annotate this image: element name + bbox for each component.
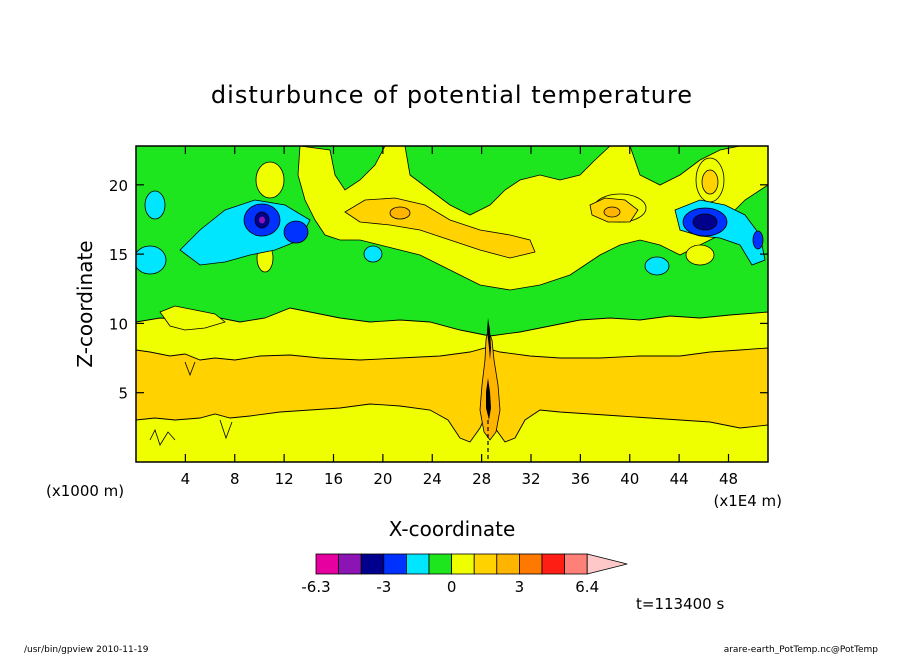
- blob-cyan-left-3: [144, 190, 166, 220]
- footer-left: /usr/bin/gpview 2010-11-19: [24, 645, 149, 654]
- colorbar-swatch: [564, 553, 588, 575]
- colorbar-tick-label: -6.3: [301, 578, 330, 596]
- blob-orange-top: [701, 169, 719, 195]
- y-tick-label: 15: [109, 246, 128, 264]
- x-tick-label: 24: [423, 470, 442, 488]
- blob-purple-left: [259, 216, 265, 224]
- colorbar-ticks: -6.3 -3 0 3 6.4: [301, 578, 599, 596]
- blob-cyan-mid: [363, 245, 383, 263]
- colorbar-swatch: [405, 553, 430, 575]
- colorbar-tick-label: 6.4: [575, 578, 599, 596]
- colorbar-tick-label: 0: [447, 578, 457, 596]
- blob-yellow-4: [685, 244, 715, 266]
- plume-outer: [479, 328, 501, 441]
- x-tick-label: 32: [521, 470, 540, 488]
- x-tick-label: 28: [472, 470, 491, 488]
- colorbar-swatch: [451, 553, 475, 575]
- colorbar: [315, 553, 628, 575]
- colorbar-swatch: [428, 553, 453, 575]
- x-tick-label: 48: [719, 470, 738, 488]
- y-tick-label: 5: [118, 385, 128, 403]
- plume-inner: [486, 318, 491, 420]
- band-left-spikes: [149, 361, 233, 446]
- x-unit-left: (x1000 m): [46, 482, 124, 500]
- x-unit-right: (x1E4 m): [713, 492, 782, 510]
- colorbar-swatch: [519, 553, 543, 575]
- blob-yellow-1: [255, 161, 285, 199]
- x-tick-label: 40: [620, 470, 639, 488]
- colorbar-swatch: [315, 553, 340, 575]
- colorbar-tick-label: -3: [376, 578, 391, 596]
- colorbar-swatch: [360, 553, 385, 575]
- blob-orange-small-2: [603, 206, 621, 218]
- x-tick-label: 20: [373, 470, 392, 488]
- x-axis-label: X-coordinate: [389, 517, 516, 541]
- colorbar-tick-label: 3: [515, 578, 525, 596]
- blob-orange-small: [389, 206, 411, 220]
- blob-blue-right-2: [752, 230, 764, 250]
- band-upper-yellow: [297, 146, 768, 291]
- y-tick-label: 20: [109, 177, 128, 195]
- x-axis-ticks: 4 8 12 16 20 24 28 32 36 40 44 48: [181, 146, 738, 488]
- blob-cyan-right-2: [644, 256, 670, 276]
- colorbar-swatch: [496, 553, 520, 575]
- time-label: t=113400 s: [636, 595, 724, 613]
- chart-title: disturbunce of potential temperature: [211, 81, 693, 109]
- colorbar-arrow: [586, 553, 628, 575]
- blob-cyan-left-2: [136, 245, 167, 275]
- x-tick-label: 36: [571, 470, 590, 488]
- colorbar-swatch: [383, 553, 407, 575]
- x-tick-label: 4: [181, 470, 191, 488]
- colorbar-swatch: [473, 553, 498, 575]
- y-axis-ticks: 5 10 15 20: [109, 177, 768, 403]
- band-mid-orange: [136, 347, 768, 443]
- x-tick-label: 16: [324, 470, 343, 488]
- blob-blue-left-2: [283, 220, 309, 244]
- band-left-wave: [159, 305, 226, 331]
- x-tick-label: 12: [275, 470, 294, 488]
- y-axis-label: Z-coordinate: [73, 240, 97, 367]
- y-tick-label: 10: [109, 315, 128, 333]
- x-tick-label: 8: [230, 470, 240, 488]
- footer-right: arare-earth_PotTemp.nc@PotTemp: [724, 645, 879, 654]
- colorbar-swatch: [338, 553, 362, 575]
- plot-frame: [135, 145, 769, 463]
- x-tick-label: 44: [670, 470, 689, 488]
- blob-darkblue-right: [692, 213, 718, 231]
- colorbar-swatch: [541, 553, 566, 575]
- plot-area: [136, 146, 768, 462]
